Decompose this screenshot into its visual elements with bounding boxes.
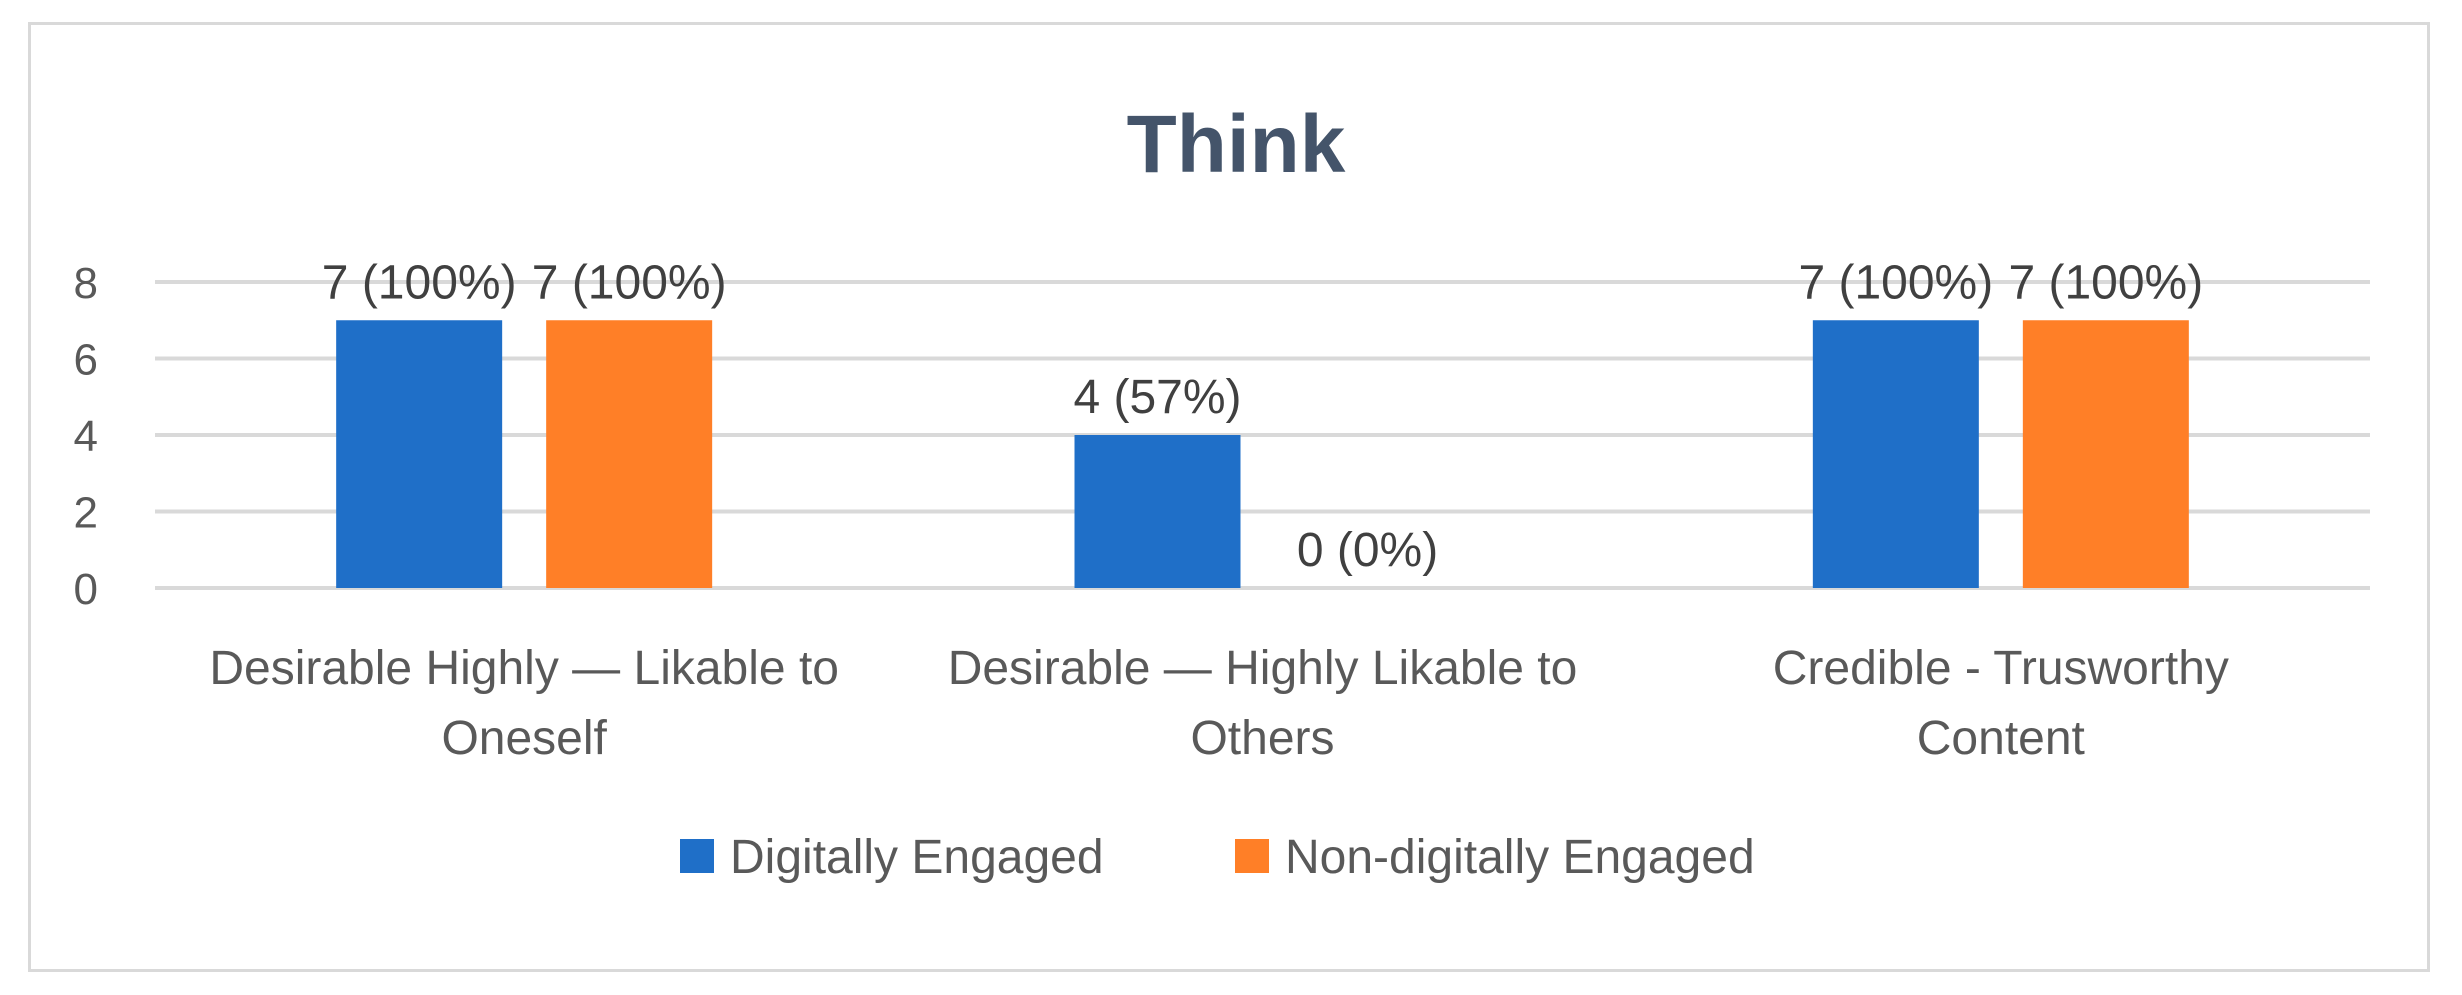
data-label: 7 (100%)	[2008, 256, 2203, 309]
bar-digitally-engaged	[1074, 435, 1241, 588]
legend-label: Digitally Engaged	[730, 831, 1104, 884]
legend-swatch	[1235, 839, 1269, 873]
data-label: 0 (0%)	[1297, 524, 1438, 577]
bar-digitally-engaged	[1812, 320, 1979, 588]
category-label: Content	[1917, 712, 2085, 765]
category-label: Desirable Highly — Likable to	[209, 642, 839, 695]
y-tick-label: 4	[74, 412, 98, 461]
data-label: 4 (57%)	[1073, 371, 1241, 424]
category-label: Others	[1190, 712, 1334, 765]
data-label: 7 (100%)	[1798, 256, 1993, 309]
category-label: Desirable — Highly Likable to	[948, 642, 1578, 695]
data-label: 7 (100%)	[532, 256, 727, 309]
y-tick-label: 6	[74, 336, 98, 385]
legend-swatch	[680, 839, 714, 873]
bar-digitally-engaged	[336, 320, 503, 588]
category-label: Oneself	[441, 712, 607, 765]
y-tick-label: 8	[74, 259, 98, 308]
legend-label: Non-digitally Engaged	[1285, 831, 1755, 884]
chart-title: Think	[1127, 99, 1346, 190]
category-label: Credible - Trusworthy	[1773, 642, 2229, 695]
y-tick-label: 2	[74, 489, 98, 538]
data-label: 7 (100%)	[322, 256, 517, 309]
bar-non-digitally-engaged	[2022, 320, 2189, 588]
bar-non-digitally-engaged	[546, 320, 713, 588]
y-tick-label: 0	[74, 565, 98, 614]
